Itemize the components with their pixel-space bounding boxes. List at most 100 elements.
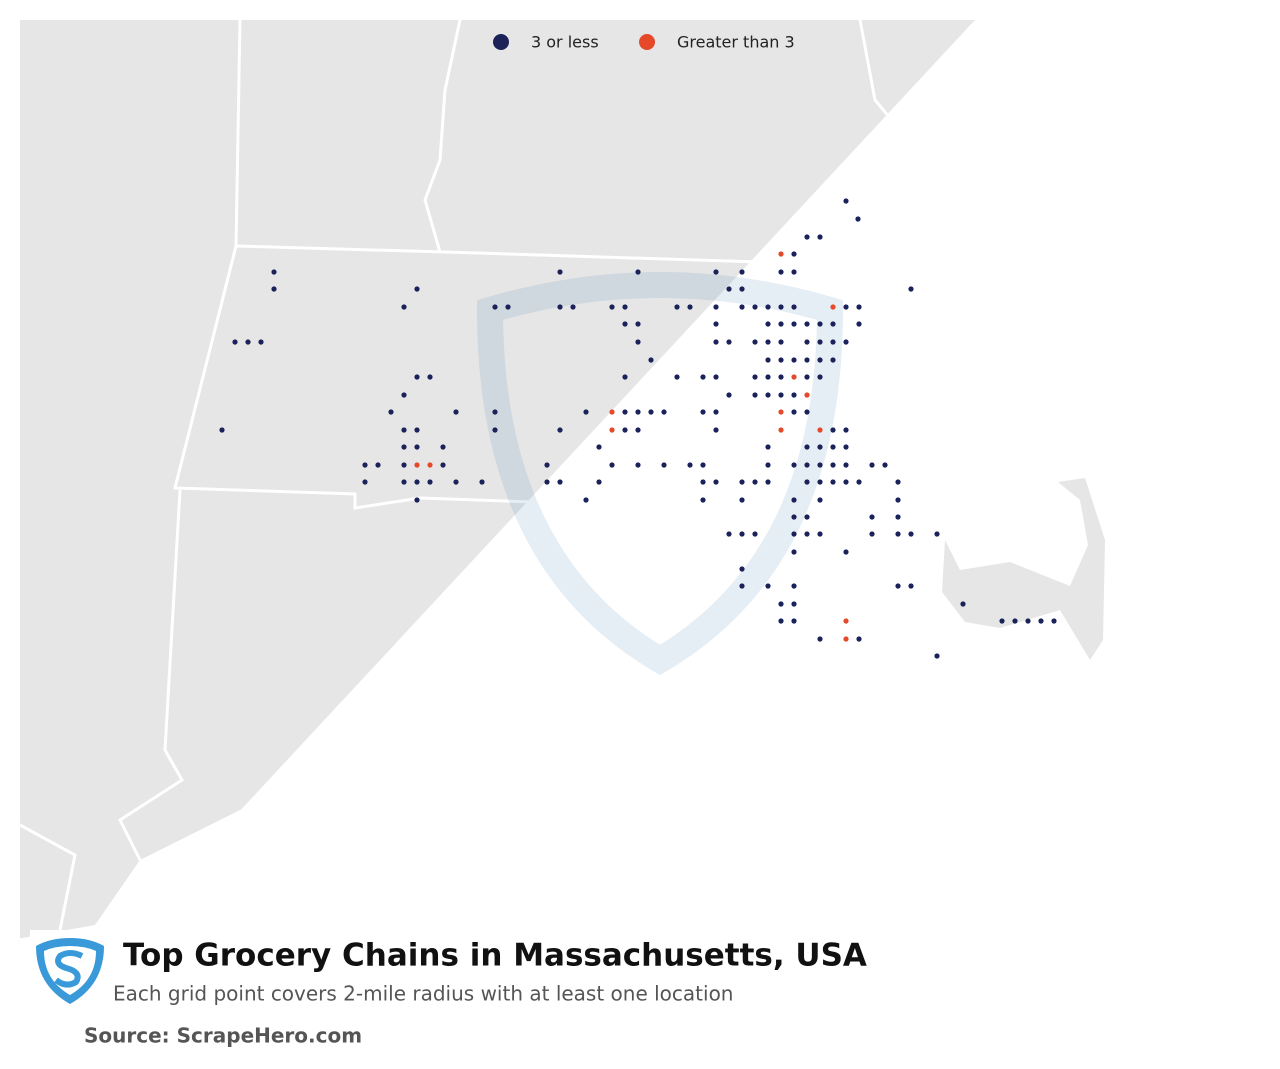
grid-point: [856, 304, 862, 310]
grid-point: [843, 636, 849, 642]
grid-point: [1038, 618, 1044, 624]
grid-point: [817, 479, 823, 485]
grid-point: [544, 479, 550, 485]
grid-point: [765, 462, 771, 468]
state-border: [234, 19, 791, 264]
grid-point: [765, 304, 771, 310]
grid-point: [791, 583, 797, 589]
grid-point: [856, 321, 862, 327]
grid-point: [258, 339, 264, 345]
grid-point: [635, 339, 641, 345]
grid-point: [453, 479, 459, 485]
coast-cut: [834, 20, 1105, 545]
grid-point: [219, 427, 225, 433]
grid-point: [895, 531, 901, 537]
grid-point: [635, 427, 641, 433]
subtitle: Each grid point covers 2-mile radius wit…: [113, 982, 733, 1006]
grid-point: [726, 531, 732, 537]
grid-point: [843, 462, 849, 468]
grid-point: [804, 514, 810, 520]
grid-point: [271, 269, 277, 275]
grid-point: [804, 409, 810, 415]
grid-point: [791, 514, 797, 520]
grid-point: [739, 286, 745, 292]
grid-point: [830, 339, 836, 345]
grid-point: [843, 479, 849, 485]
title: Top Grocery Chains in Massachusetts, USA: [123, 938, 867, 974]
grid-point: [557, 479, 563, 485]
grid-point: [804, 234, 810, 240]
grid-point: [843, 304, 849, 310]
grid-point: [765, 444, 771, 450]
grid-point: [830, 444, 836, 450]
grid-point: [414, 479, 420, 485]
grid-point: [778, 339, 784, 345]
grid-point: [817, 462, 823, 468]
grid-point: [778, 374, 784, 380]
grid-point: [401, 462, 407, 468]
grid-point: [817, 339, 823, 345]
grid-point: [856, 479, 862, 485]
grid-point: [713, 374, 719, 380]
grid-point: [492, 409, 498, 415]
grid-point: [557, 304, 563, 310]
grid-point: [401, 427, 407, 433]
grid-point: [869, 462, 875, 468]
grid-point: [791, 374, 797, 380]
grid-point: [934, 653, 940, 659]
grid-point: [895, 514, 901, 520]
grid-point: [648, 409, 654, 415]
grid-point: [830, 427, 836, 433]
grid-point: [427, 374, 433, 380]
grid-point: [791, 409, 797, 415]
grid-point: [622, 321, 628, 327]
grid-point: [778, 392, 784, 398]
grid-point: [674, 304, 680, 310]
grid-point: [855, 216, 861, 222]
grid-point: [739, 497, 745, 503]
grid-point: [713, 304, 719, 310]
state-border: [858, 19, 902, 131]
grid-point: [1012, 618, 1018, 624]
grid-point: [791, 304, 797, 310]
grid-point: [817, 444, 823, 450]
grid-point: [804, 444, 810, 450]
grid-point: [791, 462, 797, 468]
grid-point: [765, 392, 771, 398]
grid-point: [817, 497, 823, 503]
grid-point: [245, 339, 251, 345]
grid-point: [362, 479, 368, 485]
grid-point: [791, 497, 797, 503]
grid-point: [856, 636, 862, 642]
grid-point: [557, 269, 563, 275]
grid-point: [778, 618, 784, 624]
grid-point: [700, 462, 706, 468]
grid-point: [778, 251, 784, 257]
grid-point: [401, 392, 407, 398]
grid-point: [895, 497, 901, 503]
grid-point: [791, 357, 797, 363]
grid-point: [232, 339, 238, 345]
grid-point: [999, 618, 1005, 624]
grid-point: [739, 304, 745, 310]
grid-point: [765, 357, 771, 363]
grid-points: [219, 198, 1057, 659]
grid-point: [739, 269, 745, 275]
grid-point: [440, 444, 446, 450]
grid-point: [791, 601, 797, 607]
grid-point: [739, 566, 745, 572]
state-border: [173, 245, 747, 600]
grid-point: [791, 549, 797, 555]
grid-point: [726, 286, 732, 292]
grid-point: [804, 321, 810, 327]
grid-point: [817, 234, 823, 240]
grid-point: [700, 497, 706, 503]
grid-point: [830, 304, 836, 310]
grid-point: [765, 583, 771, 589]
grid-point: [752, 392, 758, 398]
grid-point: [479, 479, 485, 485]
grid-point: [609, 304, 615, 310]
grid-point: [817, 531, 823, 537]
grid-point: [713, 321, 719, 327]
grid-point: [401, 479, 407, 485]
